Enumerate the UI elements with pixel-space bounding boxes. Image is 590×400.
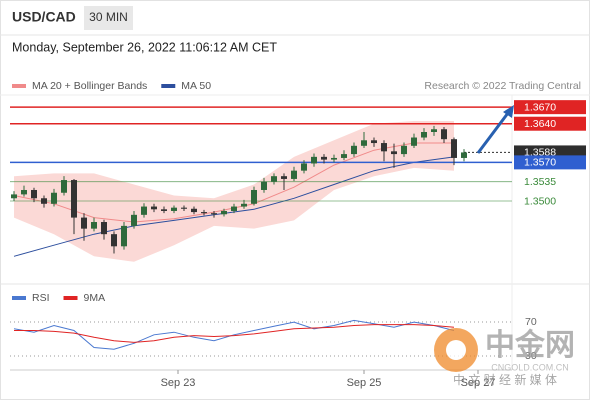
watermark-domain: CNGOLD.COM.CN — [491, 362, 569, 372]
candle-body — [31, 189, 37, 199]
candle-body — [181, 207, 187, 209]
candle-body — [311, 156, 317, 164]
timeframe-box[interactable] — [84, 6, 133, 30]
level-tag — [514, 155, 586, 170]
candle-body — [231, 206, 237, 211]
y-tick-label: 30 — [525, 350, 537, 362]
candle-body — [461, 152, 467, 158]
legend-swatch — [63, 296, 78, 300]
timeframe[interactable]: 30 MIN — [89, 10, 128, 24]
level-label: 1.3670 — [524, 101, 556, 113]
watermark-logo — [446, 340, 466, 360]
candle-body — [261, 181, 267, 190]
candle-body — [281, 176, 287, 179]
candle-body — [331, 157, 337, 160]
candle-body — [421, 132, 427, 138]
candle-body — [131, 214, 137, 226]
candle-body — [161, 209, 167, 211]
candle-body — [401, 145, 407, 155]
plot: MA 20 + Bollinger Bands MA 50 1.3670 1.3640… — [10, 80, 586, 389]
candle-body — [341, 154, 347, 158]
arrow-head — [503, 105, 514, 118]
x-tick-label: Sep 25 — [347, 377, 382, 389]
candle-body — [11, 194, 17, 199]
candle-body — [101, 222, 107, 235]
candle-body — [351, 145, 357, 155]
candle-body — [41, 198, 47, 204]
watermark-brand: 中金网 — [485, 328, 575, 362]
symbol: USD/CAD — [12, 9, 76, 25]
candle-body — [381, 143, 387, 152]
candle-body — [321, 156, 327, 160]
watermark-tagline: 中 文 财 经 新 媒 体 — [453, 372, 557, 387]
candle-body — [451, 139, 457, 158]
candle-body — [361, 140, 367, 146]
legend-swatch — [161, 84, 176, 88]
legend-label: 9MA — [84, 292, 106, 304]
candle-body — [431, 129, 437, 132]
candle-body — [141, 206, 147, 215]
candle-body — [271, 176, 277, 182]
candle-body — [151, 206, 157, 210]
candle-body — [51, 192, 57, 204]
candle-body — [221, 210, 227, 215]
level-tag — [514, 100, 586, 115]
candle-body — [171, 207, 177, 211]
level-label: 1.3640 — [524, 118, 556, 130]
candle-body — [441, 129, 447, 140]
credit: Research © 2022 Trading Central — [424, 80, 581, 92]
candle-body — [71, 180, 77, 218]
level-label: 1.3570 — [524, 157, 556, 169]
forecast-arrow — [476, 112, 510, 154]
level-label: 1.3500 — [524, 195, 556, 207]
candle-body — [61, 180, 67, 193]
x-tick-label: Sep 23 — [161, 377, 196, 389]
y-tick-label: 70 — [525, 316, 537, 328]
datetime: Monday, September 26, 2022 11:06:12 AM C… — [12, 40, 277, 54]
candle-body — [211, 213, 217, 215]
candle-body — [251, 189, 257, 204]
level-label: 1.3535 — [524, 176, 556, 188]
legend-label: MA 50 — [181, 80, 211, 92]
candle-body — [411, 137, 417, 146]
rsi-line — [14, 324, 455, 343]
candle-body — [201, 212, 207, 214]
level-tag — [514, 116, 586, 131]
legend-swatch — [12, 296, 26, 300]
candle-body — [111, 234, 117, 247]
candle-body — [391, 151, 397, 155]
candle-body — [121, 225, 127, 247]
candle-body — [371, 140, 377, 144]
legend-label: MA 20 + Bollinger Bands — [32, 80, 147, 92]
candle-body — [21, 189, 27, 195]
candle-body — [241, 203, 247, 207]
candle-body — [191, 208, 197, 213]
legend-swatch — [12, 84, 26, 88]
candle-body — [81, 217, 87, 229]
candle-body — [291, 170, 297, 179]
legend-label: RSI — [32, 292, 50, 304]
x-tick-label: Sep 27 — [461, 377, 496, 389]
candle-body — [301, 163, 307, 171]
candle-body — [91, 222, 97, 229]
watermark: 中金网 CNGOLD.COM.CN 中 文 财 经 新 媒 体 — [434, 328, 575, 387]
